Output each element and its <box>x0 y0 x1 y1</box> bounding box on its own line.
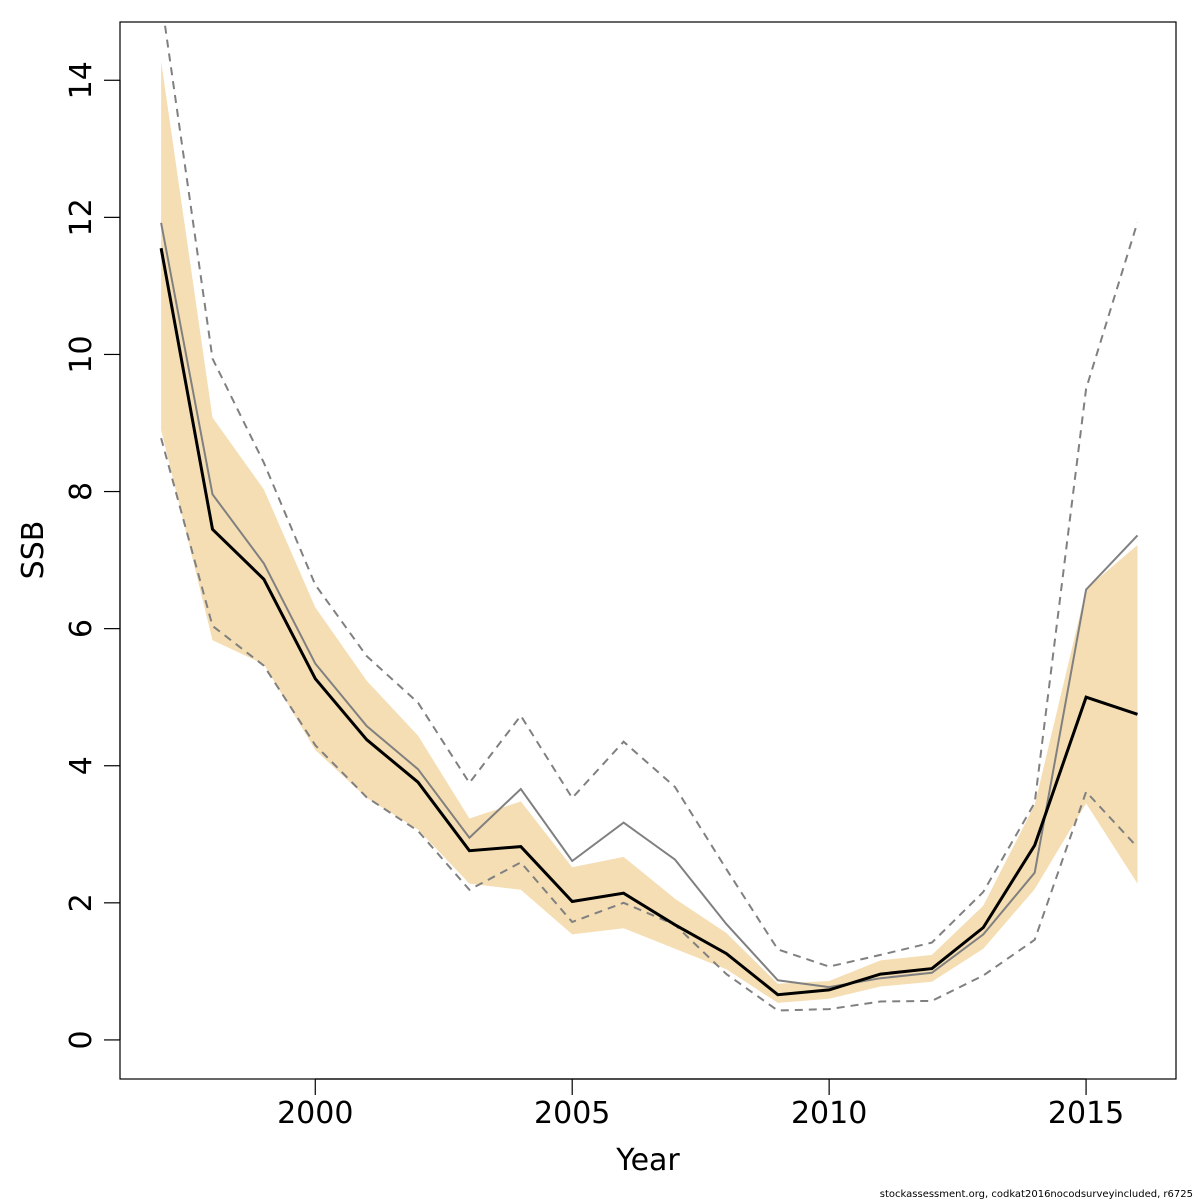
x-axis-title: Year <box>615 1143 680 1178</box>
y-tick-label: 6 <box>64 619 99 638</box>
y-tick-label: 14 <box>64 61 99 99</box>
y-tick-label: 2 <box>64 893 99 912</box>
previous-upper-dashed-line <box>163 22 1139 968</box>
x-tick-label: 2000 <box>277 1096 353 1131</box>
confidence-band <box>161 61 1138 1003</box>
y-axis: 0 2 4 6 8 10 12 14 <box>64 61 121 1049</box>
plot-area <box>159 22 1139 1012</box>
x-axis: 2000 2005 2010 2015 <box>277 1078 1124 1131</box>
previous-estimate-line <box>160 222 1139 989</box>
ssb-estimate-line <box>159 247 1138 997</box>
y-tick-label: 4 <box>64 756 99 775</box>
y-tick-label: 12 <box>64 198 99 236</box>
y-tick-label: 10 <box>64 335 99 373</box>
y-tick-label: 0 <box>64 1030 99 1049</box>
previous-lower-dashed-line <box>160 437 1139 1012</box>
source-footnote: stockassessment.org, codkat2016nocodsurv… <box>880 1189 1193 1200</box>
x-tick-label: 2015 <box>1048 1096 1124 1131</box>
y-axis-title: SSB <box>16 521 51 580</box>
y-tick-label: 8 <box>64 482 99 501</box>
x-tick-label: 2005 <box>534 1096 610 1131</box>
x-tick-label: 2010 <box>791 1096 867 1131</box>
